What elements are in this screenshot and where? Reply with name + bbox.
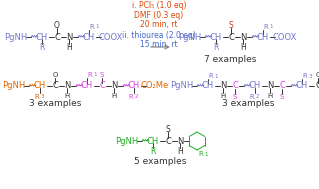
Text: O: O bbox=[315, 72, 319, 78]
Text: H: H bbox=[111, 93, 117, 99]
Text: R: R bbox=[209, 73, 213, 79]
Text: PgNH: PgNH bbox=[115, 136, 138, 146]
Text: 3: 3 bbox=[40, 94, 44, 99]
Text: R: R bbox=[303, 73, 308, 79]
Text: 1: 1 bbox=[95, 25, 99, 29]
Text: 7 examples: 7 examples bbox=[204, 54, 256, 64]
Text: H: H bbox=[177, 146, 183, 156]
Text: H: H bbox=[240, 43, 246, 51]
Text: C: C bbox=[315, 81, 319, 91]
Text: C: C bbox=[279, 81, 285, 91]
Text: 3 examples: 3 examples bbox=[29, 98, 81, 108]
Text: S: S bbox=[280, 94, 284, 100]
Text: S: S bbox=[233, 94, 237, 100]
Text: R: R bbox=[35, 94, 39, 100]
Text: 1: 1 bbox=[269, 25, 273, 29]
Text: S: S bbox=[229, 20, 234, 29]
Text: N: N bbox=[267, 81, 273, 91]
Text: H: H bbox=[66, 43, 72, 51]
Text: PgNH: PgNH bbox=[170, 81, 193, 91]
Text: C: C bbox=[54, 33, 60, 42]
Text: CO₂Me: CO₂Me bbox=[141, 81, 169, 91]
Text: N: N bbox=[66, 33, 72, 42]
Text: 3: 3 bbox=[308, 74, 312, 78]
Text: DMF (0.3 eq): DMF (0.3 eq) bbox=[134, 11, 184, 19]
Text: C: C bbox=[165, 136, 171, 146]
Text: 20 min, rt: 20 min, rt bbox=[140, 19, 178, 29]
Text: R: R bbox=[129, 94, 133, 100]
Text: R: R bbox=[150, 146, 156, 156]
Text: R: R bbox=[213, 43, 219, 51]
Text: CH: CH bbox=[83, 33, 95, 42]
Text: R: R bbox=[199, 151, 204, 157]
Text: R: R bbox=[90, 24, 94, 30]
Text: R: R bbox=[263, 24, 268, 30]
Text: 1: 1 bbox=[93, 73, 97, 77]
Text: C: C bbox=[52, 81, 58, 91]
Text: CH: CH bbox=[296, 81, 308, 91]
Text: CH: CH bbox=[34, 81, 46, 91]
Text: N: N bbox=[240, 33, 246, 42]
Text: CH: CH bbox=[210, 33, 222, 42]
Text: 2: 2 bbox=[255, 94, 259, 99]
Text: CH: CH bbox=[36, 33, 48, 42]
Text: O: O bbox=[54, 20, 60, 29]
Text: S: S bbox=[100, 72, 104, 78]
Text: R: R bbox=[88, 72, 93, 78]
Text: CH: CH bbox=[147, 136, 159, 146]
Text: CH: CH bbox=[202, 81, 214, 91]
Text: H: H bbox=[267, 93, 273, 99]
Text: 1: 1 bbox=[214, 74, 218, 78]
Text: 5 examples: 5 examples bbox=[134, 156, 186, 166]
Text: N: N bbox=[111, 81, 117, 91]
Text: N: N bbox=[64, 81, 70, 91]
Text: COOX: COOX bbox=[273, 33, 297, 42]
Text: CH: CH bbox=[81, 81, 93, 91]
Text: H: H bbox=[220, 93, 226, 99]
Text: 2: 2 bbox=[134, 94, 138, 99]
Text: i. PCl₅ (1.0 eq): i. PCl₅ (1.0 eq) bbox=[132, 2, 186, 11]
Text: PgNH: PgNH bbox=[4, 33, 27, 42]
Text: O: O bbox=[52, 72, 58, 78]
Text: ii. thiourea (2.0 eq): ii. thiourea (2.0 eq) bbox=[122, 32, 196, 40]
Text: CH: CH bbox=[249, 81, 261, 91]
Text: C: C bbox=[232, 81, 238, 91]
Text: COOX: COOX bbox=[99, 33, 123, 42]
Text: N: N bbox=[220, 81, 226, 91]
Text: R: R bbox=[39, 43, 45, 51]
Text: N: N bbox=[177, 136, 183, 146]
Text: 3 examples: 3 examples bbox=[222, 98, 274, 108]
Text: 1: 1 bbox=[204, 152, 208, 156]
Text: PgNH: PgNH bbox=[2, 81, 25, 91]
Text: PgNH: PgNH bbox=[178, 33, 201, 42]
Text: CH: CH bbox=[128, 81, 140, 91]
Text: H: H bbox=[64, 93, 70, 99]
Text: R: R bbox=[250, 94, 254, 100]
Text: C: C bbox=[228, 33, 234, 42]
Text: 15 min, rt: 15 min, rt bbox=[140, 40, 178, 50]
Text: CH: CH bbox=[257, 33, 269, 42]
Text: C: C bbox=[99, 81, 105, 91]
Text: S: S bbox=[166, 125, 170, 133]
